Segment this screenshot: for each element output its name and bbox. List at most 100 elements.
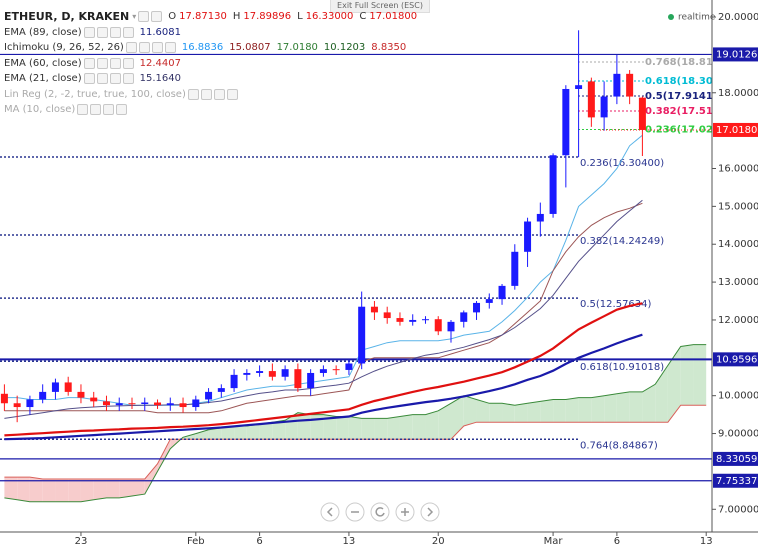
icon-button[interactable] <box>103 104 115 116</box>
fib-label: 0.768(18.813 <box>645 57 720 68</box>
indicator-name[interactable]: EMA (60, close) <box>4 57 82 69</box>
icon-button[interactable] <box>77 104 89 116</box>
cloud-fill <box>42 478 56 502</box>
x-tick-label: 6 <box>614 536 620 547</box>
indicator-value: 8.8350 <box>371 42 407 53</box>
icon-button[interactable] <box>213 88 225 100</box>
icon-button[interactable] <box>109 57 121 69</box>
cloud-fill <box>285 412 298 440</box>
candle-body <box>102 401 110 406</box>
icon-button[interactable] <box>96 26 108 38</box>
indicator-name[interactable]: MA (10, close) <box>4 104 76 115</box>
candle-body <box>179 403 187 408</box>
indicator-line <box>4 302 643 437</box>
candle-body <box>217 388 225 392</box>
candle-body <box>192 399 200 408</box>
cloud-fill <box>604 393 617 423</box>
icon-button[interactable] <box>200 88 212 100</box>
fib-label: 0.5(12.57634) <box>580 299 652 310</box>
indicator-name[interactable]: Lin Reg (2, -2, true, true, 100, close) <box>4 88 186 100</box>
icon-button[interactable] <box>116 104 128 116</box>
icon-button[interactable] <box>109 26 121 38</box>
icon-button[interactable] <box>83 73 95 85</box>
y-tick-label: 16.00000 <box>718 163 758 174</box>
icon-button[interactable] <box>138 11 150 23</box>
candle-body <box>39 391 47 400</box>
status-dot <box>668 14 674 20</box>
plot-area: 0.236(16.30400) 0.382(14.24249) 0.5(12.576… <box>0 30 727 503</box>
cloud-fill <box>106 478 120 498</box>
icon-button[interactable] <box>164 42 176 54</box>
candle-body <box>536 213 544 222</box>
cloud-fill <box>336 416 349 440</box>
fib-label: 0.764(8.84867) <box>580 440 658 451</box>
indicator-row: Lin Reg (2, -2, true, true, 100, close) <box>4 87 417 103</box>
x-tick-label: 13 <box>343 536 356 547</box>
candle-body <box>77 391 85 398</box>
candle-body <box>358 306 366 364</box>
fib-label: 0.618(10.91018) <box>580 362 664 373</box>
indicator-value: 16.8836 <box>181 42 224 53</box>
price-label: 7.75337 <box>716 476 757 487</box>
icon <box>401 508 409 516</box>
indicator-value: 17.0180 <box>276 42 318 53</box>
reset-button[interactable] <box>370 502 390 522</box>
cloud-fill <box>361 418 375 440</box>
icon <box>427 507 434 517</box>
span-a-line <box>4 344 707 503</box>
span-b-line <box>4 404 707 480</box>
cloud-fill <box>17 477 30 502</box>
icon-button[interactable] <box>96 73 108 85</box>
icon-button[interactable] <box>83 26 95 38</box>
candle-body <box>319 369 327 373</box>
indicator-row: Ichimoku (9, 26, 52, 26) 16.8836 15.0807 17… <box>4 40 417 56</box>
icon-button[interactable] <box>122 73 134 85</box>
candle-body <box>13 403 21 408</box>
cloud-fill <box>297 412 311 440</box>
candle-body <box>562 88 570 156</box>
icon-button[interactable] <box>122 57 134 69</box>
icon-button[interactable] <box>226 88 238 100</box>
candle-body <box>447 321 455 332</box>
candle-body <box>460 312 468 322</box>
x-tick-label: 6 <box>256 536 262 547</box>
indicator-row: MA (10, close) <box>4 102 417 118</box>
indicator-row: EMA (89, close) 11.6081 <box>4 25 417 41</box>
cloud-fill <box>425 410 439 440</box>
indicator-name[interactable]: Ichimoku (9, 26, 52, 26) <box>4 42 124 53</box>
indicator-name[interactable]: EMA (89, close) <box>4 26 82 38</box>
candle-body <box>243 372 251 375</box>
icon-button[interactable] <box>138 42 150 54</box>
price-label-box <box>713 451 758 466</box>
icon-button[interactable] <box>90 104 102 116</box>
icon-button[interactable] <box>187 88 199 100</box>
dropdown[interactable]: ▾ <box>132 12 137 21</box>
symbol-title[interactable]: ETHEUR, D, KRAKEN <box>4 10 130 23</box>
cloud-fill <box>93 478 107 500</box>
status-text: realtime <box>678 13 716 23</box>
x-tick-label: Mar <box>544 536 564 547</box>
scroll-right-button[interactable] <box>420 502 440 522</box>
ohlc-key: H <box>232 11 241 22</box>
cloud-fill <box>616 391 630 423</box>
x-tick-label: 13 <box>700 536 713 547</box>
candle-body <box>421 319 429 321</box>
cloud-fill <box>55 478 69 502</box>
cloud-fill <box>667 346 681 423</box>
cloud-fill <box>438 403 451 440</box>
candle-body <box>370 306 378 313</box>
scroll-left-button[interactable] <box>320 502 340 522</box>
icon-button[interactable] <box>83 57 95 69</box>
icon-button[interactable] <box>125 42 137 54</box>
cloud-fill <box>221 425 235 440</box>
icon-button[interactable] <box>109 73 121 85</box>
icon-button[interactable] <box>151 11 163 23</box>
indicator-name[interactable]: EMA (21, close) <box>4 73 82 84</box>
fib-label: 0.382(17.5186 <box>645 106 727 117</box>
icon-button[interactable] <box>122 26 134 38</box>
icon-button[interactable] <box>96 57 108 69</box>
exit-fullscreen-button[interactable]: Exit Full Screen (ESC) <box>330 0 430 13</box>
y-tick-label: 13.00000 <box>718 277 758 288</box>
icon-button[interactable] <box>151 42 163 54</box>
